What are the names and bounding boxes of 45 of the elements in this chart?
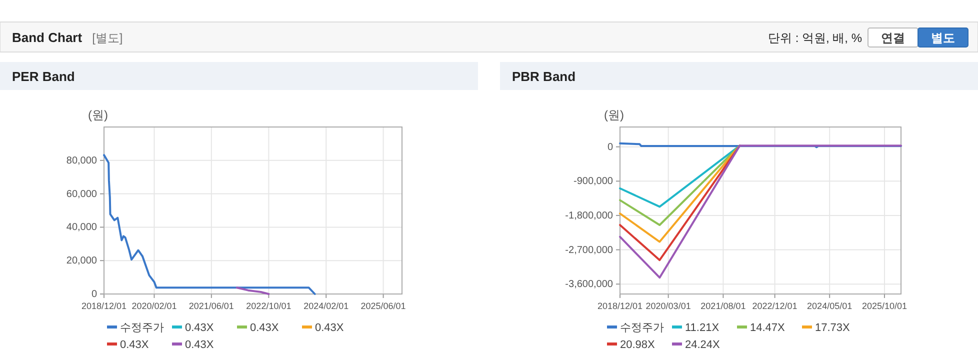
- legend-label: 0.43X: [120, 339, 150, 351]
- chart-title: PER Band: [12, 69, 75, 84]
- x-tick-label: 2025/10/01: [862, 301, 907, 311]
- legend-label: 0.43X: [250, 322, 280, 334]
- x-tick-label: 2022/12/01: [752, 301, 798, 311]
- y-tick-label: 80,000: [66, 155, 98, 166]
- y-tick-label: -900,000: [574, 176, 614, 188]
- legend-label: 11.21X: [685, 322, 720, 334]
- x-tick-label: 2021/06/01: [188, 301, 234, 311]
- x-tick-label: 2021/08/01: [700, 301, 746, 311]
- y-tick-label: 0: [607, 142, 614, 153]
- line-series: [103, 154, 316, 295]
- y-tick-label: 20,000: [66, 256, 98, 267]
- line-series: [236, 286, 270, 295]
- x-tick-label: 2018/12/01: [597, 301, 643, 311]
- legend-label: 0.43X: [185, 339, 214, 351]
- legend-label: 20.98X: [620, 339, 656, 351]
- y-tick-label: -2,700,000: [565, 244, 614, 256]
- text: 별도: [931, 31, 955, 45]
- text: 단위 : 억원, 배, %: [768, 31, 862, 45]
- legend-label: 수정주가: [120, 322, 164, 334]
- text: Band Chart: [12, 30, 83, 45]
- chart-title: PBR Band: [512, 69, 576, 84]
- x-tick-label: 2020/02/01: [132, 301, 177, 311]
- x-tick-label: 2024/05/01: [807, 301, 852, 311]
- y-axis-title: (원): [604, 108, 624, 122]
- x-tick-label: 2020/03/01: [646, 301, 691, 311]
- legend-label: 14.47X: [750, 322, 786, 334]
- x-tick-label: 2025/06/01: [360, 301, 406, 311]
- legend-label: 수정주가: [620, 322, 664, 334]
- text: [별도]: [92, 31, 123, 45]
- y-tick-label: -1,800,000: [565, 210, 614, 222]
- x-tick-label: 2024/02/01: [304, 301, 349, 311]
- y-tick-label: 40,000: [66, 222, 98, 234]
- y-tick-label: 60,000: [66, 188, 98, 200]
- legend-label: 17.73X: [815, 322, 851, 334]
- x-tick-label: 2022/10/01: [246, 301, 292, 311]
- y-tick-label: 0: [91, 289, 98, 300]
- y-tick-label: -3,600,000: [565, 279, 614, 290]
- x-tick-label: 2018/12/01: [81, 301, 127, 311]
- legend-label: 0.43X: [315, 322, 344, 334]
- legend-label: 24.24X: [685, 339, 721, 351]
- text: 연결: [881, 31, 905, 45]
- y-axis-title: (원): [88, 108, 108, 122]
- legend-label: 0.43X: [185, 322, 214, 334]
